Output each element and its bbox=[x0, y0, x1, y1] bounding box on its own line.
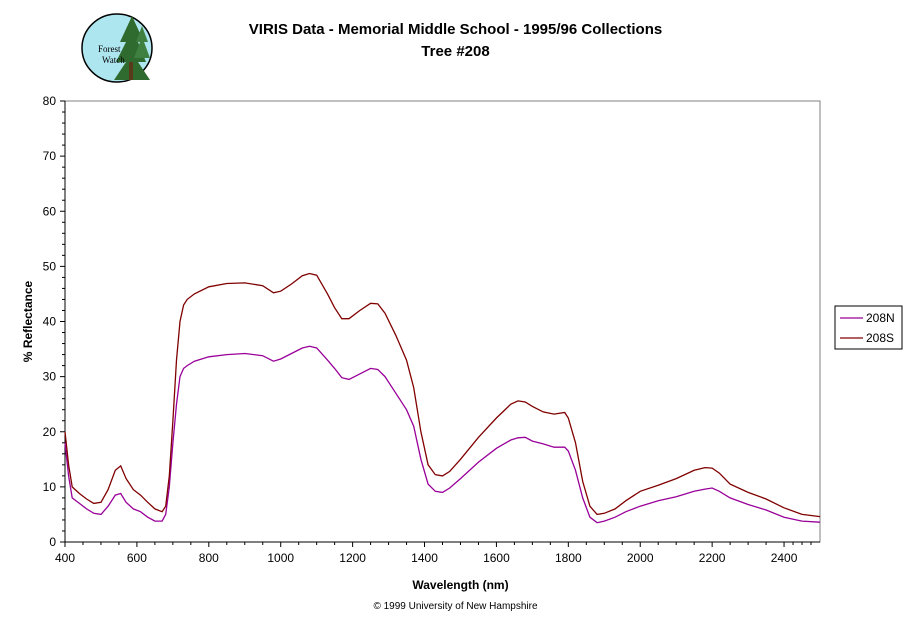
logo-text-forest: Forest bbox=[98, 44, 121, 54]
x-tick-label: 2400 bbox=[771, 551, 798, 565]
chart-title: VIRIS Data - Memorial Middle School - 19… bbox=[248, 21, 663, 38]
tree-icon bbox=[114, 16, 150, 80]
y-tick-label: 40 bbox=[43, 315, 57, 329]
x-tick-label: 800 bbox=[199, 551, 219, 565]
legend-label-208N: 208N bbox=[866, 311, 895, 325]
axes: 0 10 20 30 40 50 60 70 80 400 600 800 1000 1200 1400 16… bbox=[21, 94, 820, 592]
x-tick-label: 600 bbox=[127, 551, 147, 565]
x-tick-label: 2000 bbox=[627, 551, 654, 565]
x-tick-label: 1200 bbox=[339, 551, 366, 565]
x-tick-label: 1600 bbox=[483, 551, 510, 565]
reflectance-chart: 0 10 20 30 40 50 60 70 80 400 600 800 1000 1200 1400 16… bbox=[21, 94, 903, 592]
x-axis-label: Wavelength (nm) bbox=[412, 578, 508, 592]
series-line-208N bbox=[64, 345, 821, 524]
plot-frame bbox=[64, 100, 821, 543]
y-tick-label: 50 bbox=[43, 259, 57, 273]
y-tick-label: 60 bbox=[43, 204, 57, 218]
x-tick-label: 1400 bbox=[411, 551, 438, 565]
x-tick-label: 400 bbox=[55, 551, 75, 565]
x-tick-label: 2200 bbox=[699, 551, 726, 565]
legend: 208N 208S bbox=[834, 305, 903, 350]
chart-subtitle: Tree #208 bbox=[421, 43, 490, 60]
legend-box bbox=[834, 305, 903, 350]
x-tick-label: 1800 bbox=[555, 551, 582, 565]
y-tick-label: 80 bbox=[43, 94, 57, 108]
series-line-208S bbox=[64, 272, 821, 518]
y-tick-label: 10 bbox=[43, 480, 57, 494]
copyright-footer: © 1999 University of New Hampshire bbox=[373, 601, 538, 612]
x-tick-label: 1000 bbox=[267, 551, 294, 565]
logo-text-watch: Watch bbox=[102, 55, 125, 65]
y-tick-label: 30 bbox=[43, 370, 57, 384]
series-layer bbox=[64, 272, 821, 524]
legend-label-208S: 208S bbox=[866, 331, 894, 345]
plot-area bbox=[64, 100, 821, 543]
y-tick-label: 70 bbox=[43, 149, 57, 163]
forest-watch-logo: Forest Watch bbox=[81, 13, 153, 83]
y-axis-label: % Reflectance bbox=[21, 280, 35, 362]
y-tick-label: 20 bbox=[43, 425, 57, 439]
y-tick-label: 0 bbox=[49, 535, 56, 549]
